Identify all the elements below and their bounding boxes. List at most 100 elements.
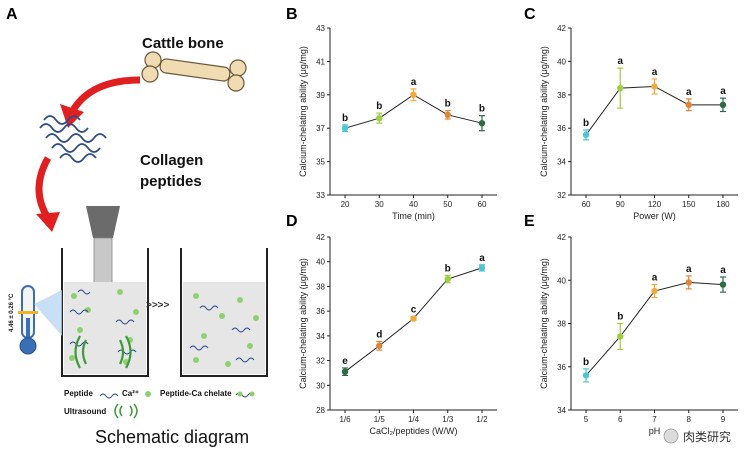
bone-illustration [141, 51, 247, 92]
data-point-d [444, 275, 451, 283]
legend-peptide-label: Peptide [64, 389, 93, 398]
red-arrowhead-bottom [36, 212, 60, 232]
significance-letter-b: b [376, 101, 382, 112]
data-point-d [376, 342, 383, 349]
y-tick-label-d: 32 [316, 357, 325, 366]
data-point-c [617, 84, 624, 92]
y-tick-label-c: 36 [557, 124, 566, 133]
thermometer [18, 285, 62, 355]
peptide-icon [99, 393, 119, 399]
y-tick-label-b: 41 [316, 57, 325, 66]
x-tick-label-d: 1/3 [442, 415, 454, 424]
chart-panel-b: B 33 35 37 39 41 43 20 30 40 50 60 Time (min) Calciu… [286, 6, 497, 221]
data-point-e [719, 281, 727, 288]
legend-ultrasound-label: Ultrasound [64, 407, 106, 416]
x-tick-label-c: 150 [682, 200, 696, 209]
significance-letter-d: c [411, 305, 417, 316]
y-tick-label-c: 42 [557, 24, 566, 33]
significance-letter-d: e [342, 356, 348, 367]
beaker-left-contents [69, 289, 139, 369]
x-tick-label-c: 60 [582, 200, 591, 209]
data-point-c [719, 101, 727, 109]
schematic-panel: A Cattle bone Collagen peptides [6, 6, 268, 447]
significance-letter-c: a [686, 87, 692, 98]
x-tick-label-d: 1/4 [408, 415, 420, 424]
x-tick-label-b: 40 [409, 200, 418, 209]
chart-panel-c: C 32 34 36 38 40 42 60 90 120 150 180 Power (W) Calc… [524, 6, 738, 221]
y-tick-label-d: 38 [316, 282, 325, 291]
chelate-icon [235, 391, 255, 398]
x-axis-label-c: Power (W) [633, 211, 676, 221]
process-arrow: >>>> [146, 300, 170, 311]
significance-letter-d: b [445, 263, 451, 274]
y-tick-label-e: 36 [557, 363, 566, 372]
significance-letter-b: b [479, 104, 485, 115]
data-point-c [685, 101, 692, 109]
calcium-icon [145, 391, 151, 397]
x-tick-label-d: 1/2 [476, 415, 488, 424]
data-point-e [582, 372, 590, 379]
data-point-d [341, 368, 349, 375]
y-tick-label-e: 34 [557, 406, 566, 415]
data-point-b [444, 111, 451, 119]
data-point-c [582, 131, 590, 139]
significance-letter-c: b [583, 118, 589, 129]
beaker-right [180, 248, 268, 377]
panel-label-d: D [286, 213, 298, 230]
x-tick-label-e: 7 [652, 415, 657, 424]
x-tick-label-b: 30 [375, 200, 384, 209]
significance-letter-e: a [686, 264, 692, 275]
watermark: 肉类研究 [663, 428, 731, 444]
data-point-e [685, 279, 692, 286]
beaker-left [61, 248, 149, 377]
legend-chelate-label: Peptide-Ca chelate [160, 389, 232, 398]
panel-label-c: C [524, 6, 536, 23]
data-point-e [651, 287, 658, 295]
chart-panel-e: E 34 36 38 40 42 5 6 7 8 9 pH Calcium-chelating abi… [524, 213, 738, 436]
y-axis-label-d: Calcium-chelating ability (μg/mg) [298, 258, 308, 389]
x-tick-label-c: 90 [616, 200, 625, 209]
x-axis-label-e: pH [649, 426, 661, 436]
x-tick-label-e: 8 [687, 415, 692, 424]
schematic-legend: Peptide Ca²⁺ Peptide-Ca chelate Ultrasou… [64, 389, 255, 419]
schematic-caption: Schematic diagram [95, 427, 249, 447]
significance-letter-b: b [445, 99, 451, 110]
data-point-b [478, 119, 486, 127]
significance-letter-d: d [376, 329, 382, 340]
chart-panel-d: D 28 30 32 34 36 38 40 42 1/6 1/5 1/4 1/3 1/2 CaCl₂/p… [286, 213, 497, 436]
y-tick-label-d: 30 [316, 381, 325, 390]
y-axis-label-c: Calcium-chelating ability (μg/mg) [539, 46, 549, 177]
data-point-b [376, 114, 383, 122]
x-tick-label-d: 1/6 [339, 415, 351, 424]
significance-letter-e: b [583, 357, 589, 368]
panel-label-a: A [6, 6, 18, 23]
x-tick-label-d: 1/5 [374, 415, 386, 424]
y-axis-label-e: Calcium-chelating ability (μg/mg) [539, 258, 549, 389]
significance-letter-b: b [342, 113, 348, 124]
data-point-b [341, 125, 349, 132]
significance-letter-e: a [652, 273, 658, 284]
significance-letter-c: a [720, 86, 726, 97]
panel-label-b: B [286, 6, 298, 23]
y-tick-label-d: 36 [316, 307, 325, 316]
thermometer-label: 4.46 ± 0.26 °C [9, 293, 15, 332]
x-tick-label-c: 180 [716, 200, 730, 209]
x-axis-label-b: Time (min) [392, 211, 435, 221]
y-tick-label-e: 38 [557, 320, 566, 329]
data-point-b [410, 91, 417, 99]
y-tick-label-b: 33 [316, 191, 325, 200]
y-tick-label-b: 39 [316, 91, 325, 100]
y-tick-label-b: 37 [316, 124, 325, 133]
significance-letter-b: a [411, 77, 417, 88]
collagen-label-line1: Collagen [140, 152, 203, 169]
watermark-text: 肉类研究 [683, 429, 731, 444]
cattle-bone-label: Cattle bone [142, 35, 224, 52]
significance-letter-d: a [479, 253, 485, 264]
y-tick-label-c: 32 [557, 191, 566, 200]
y-tick-label-e: 40 [557, 276, 566, 285]
y-tick-label-e: 42 [557, 233, 566, 242]
x-tick-label-c: 120 [648, 200, 662, 209]
collagen-label-line2: peptides [140, 173, 202, 190]
x-axis-label-d: CaCl₂/peptides (W/W) [369, 426, 457, 436]
y-tick-label-c: 38 [557, 91, 566, 100]
